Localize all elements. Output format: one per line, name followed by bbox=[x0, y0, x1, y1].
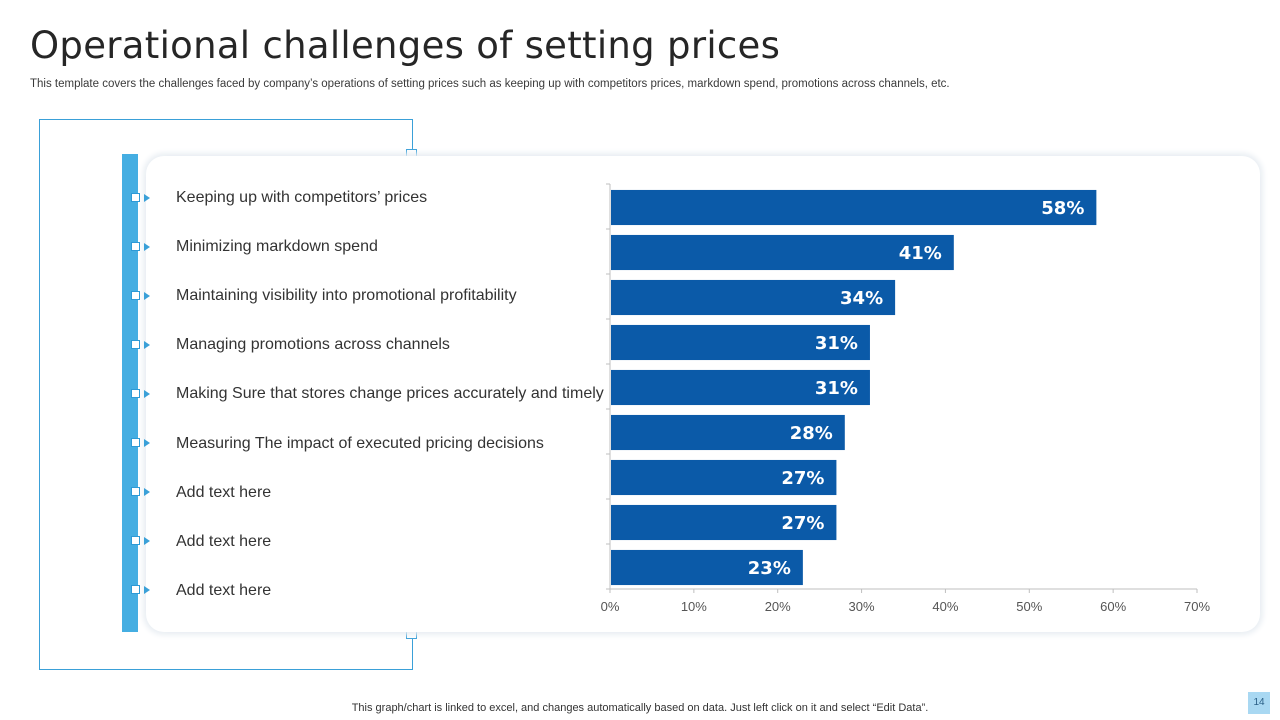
bar[interactable] bbox=[611, 414, 845, 451]
bar-value-label: 27% bbox=[781, 513, 824, 534]
x-tick-label: 60% bbox=[1100, 599, 1126, 614]
bar[interactable] bbox=[611, 504, 837, 541]
bullet-icon bbox=[131, 584, 151, 596]
bar[interactable] bbox=[611, 234, 954, 271]
bullet-icon bbox=[131, 241, 151, 253]
bar[interactable] bbox=[611, 279, 896, 316]
x-tick-label: 30% bbox=[849, 599, 875, 614]
list-item: Making Sure that stores change prices ac… bbox=[176, 385, 604, 402]
bullet-icon bbox=[131, 388, 151, 400]
bullet-icon bbox=[131, 535, 151, 547]
bar[interactable] bbox=[611, 369, 870, 406]
list-item: Measuring The impact of executed pricing… bbox=[176, 435, 544, 452]
footnote: This graph/chart is linked to excel, and… bbox=[351, 702, 929, 714]
bar-value-label: 58% bbox=[1041, 198, 1084, 219]
x-tick-label: 50% bbox=[1016, 599, 1042, 614]
bar-value-label: 41% bbox=[899, 243, 942, 264]
list-item: Add text here bbox=[176, 533, 272, 550]
bar-value-label: 31% bbox=[815, 378, 858, 399]
bar[interactable] bbox=[611, 189, 1097, 226]
bar-value-label: 31% bbox=[815, 333, 858, 354]
bar[interactable] bbox=[611, 549, 803, 586]
bar-value-label: 23% bbox=[748, 558, 791, 579]
bullet-icon bbox=[131, 486, 151, 498]
list-item: Add text here bbox=[176, 484, 272, 501]
slide-subtitle: This template covers the challenges face… bbox=[30, 78, 950, 90]
page-number: 14 bbox=[1248, 692, 1270, 714]
bullet-icon bbox=[131, 192, 151, 204]
bar[interactable] bbox=[611, 324, 870, 361]
x-tick-label: 20% bbox=[765, 599, 791, 614]
x-tick-label: 40% bbox=[932, 599, 958, 614]
bullet-icon bbox=[131, 290, 151, 302]
x-tick-label: 70% bbox=[1184, 599, 1210, 614]
list-item: Managing promotions across channels bbox=[176, 336, 450, 353]
bullet-icon bbox=[131, 339, 151, 351]
x-tick-label: 10% bbox=[681, 599, 707, 614]
slide-title: Operational challenges of setting prices bbox=[30, 24, 781, 67]
x-tick-label: 0% bbox=[601, 599, 620, 614]
list-item: Minimizing markdown spend bbox=[176, 238, 378, 255]
bullet-icon bbox=[131, 437, 151, 449]
list-item: Add text here bbox=[176, 582, 272, 599]
bar-value-label: 28% bbox=[790, 423, 833, 444]
list-item: Maintaining visibility into promotional … bbox=[176, 287, 517, 304]
list-item: Keeping up with competitors’ prices bbox=[176, 189, 428, 206]
bar-value-label: 27% bbox=[781, 468, 824, 489]
bar[interactable] bbox=[611, 459, 837, 496]
bar-value-label: 34% bbox=[840, 288, 883, 309]
accent-bar bbox=[122, 154, 138, 632]
